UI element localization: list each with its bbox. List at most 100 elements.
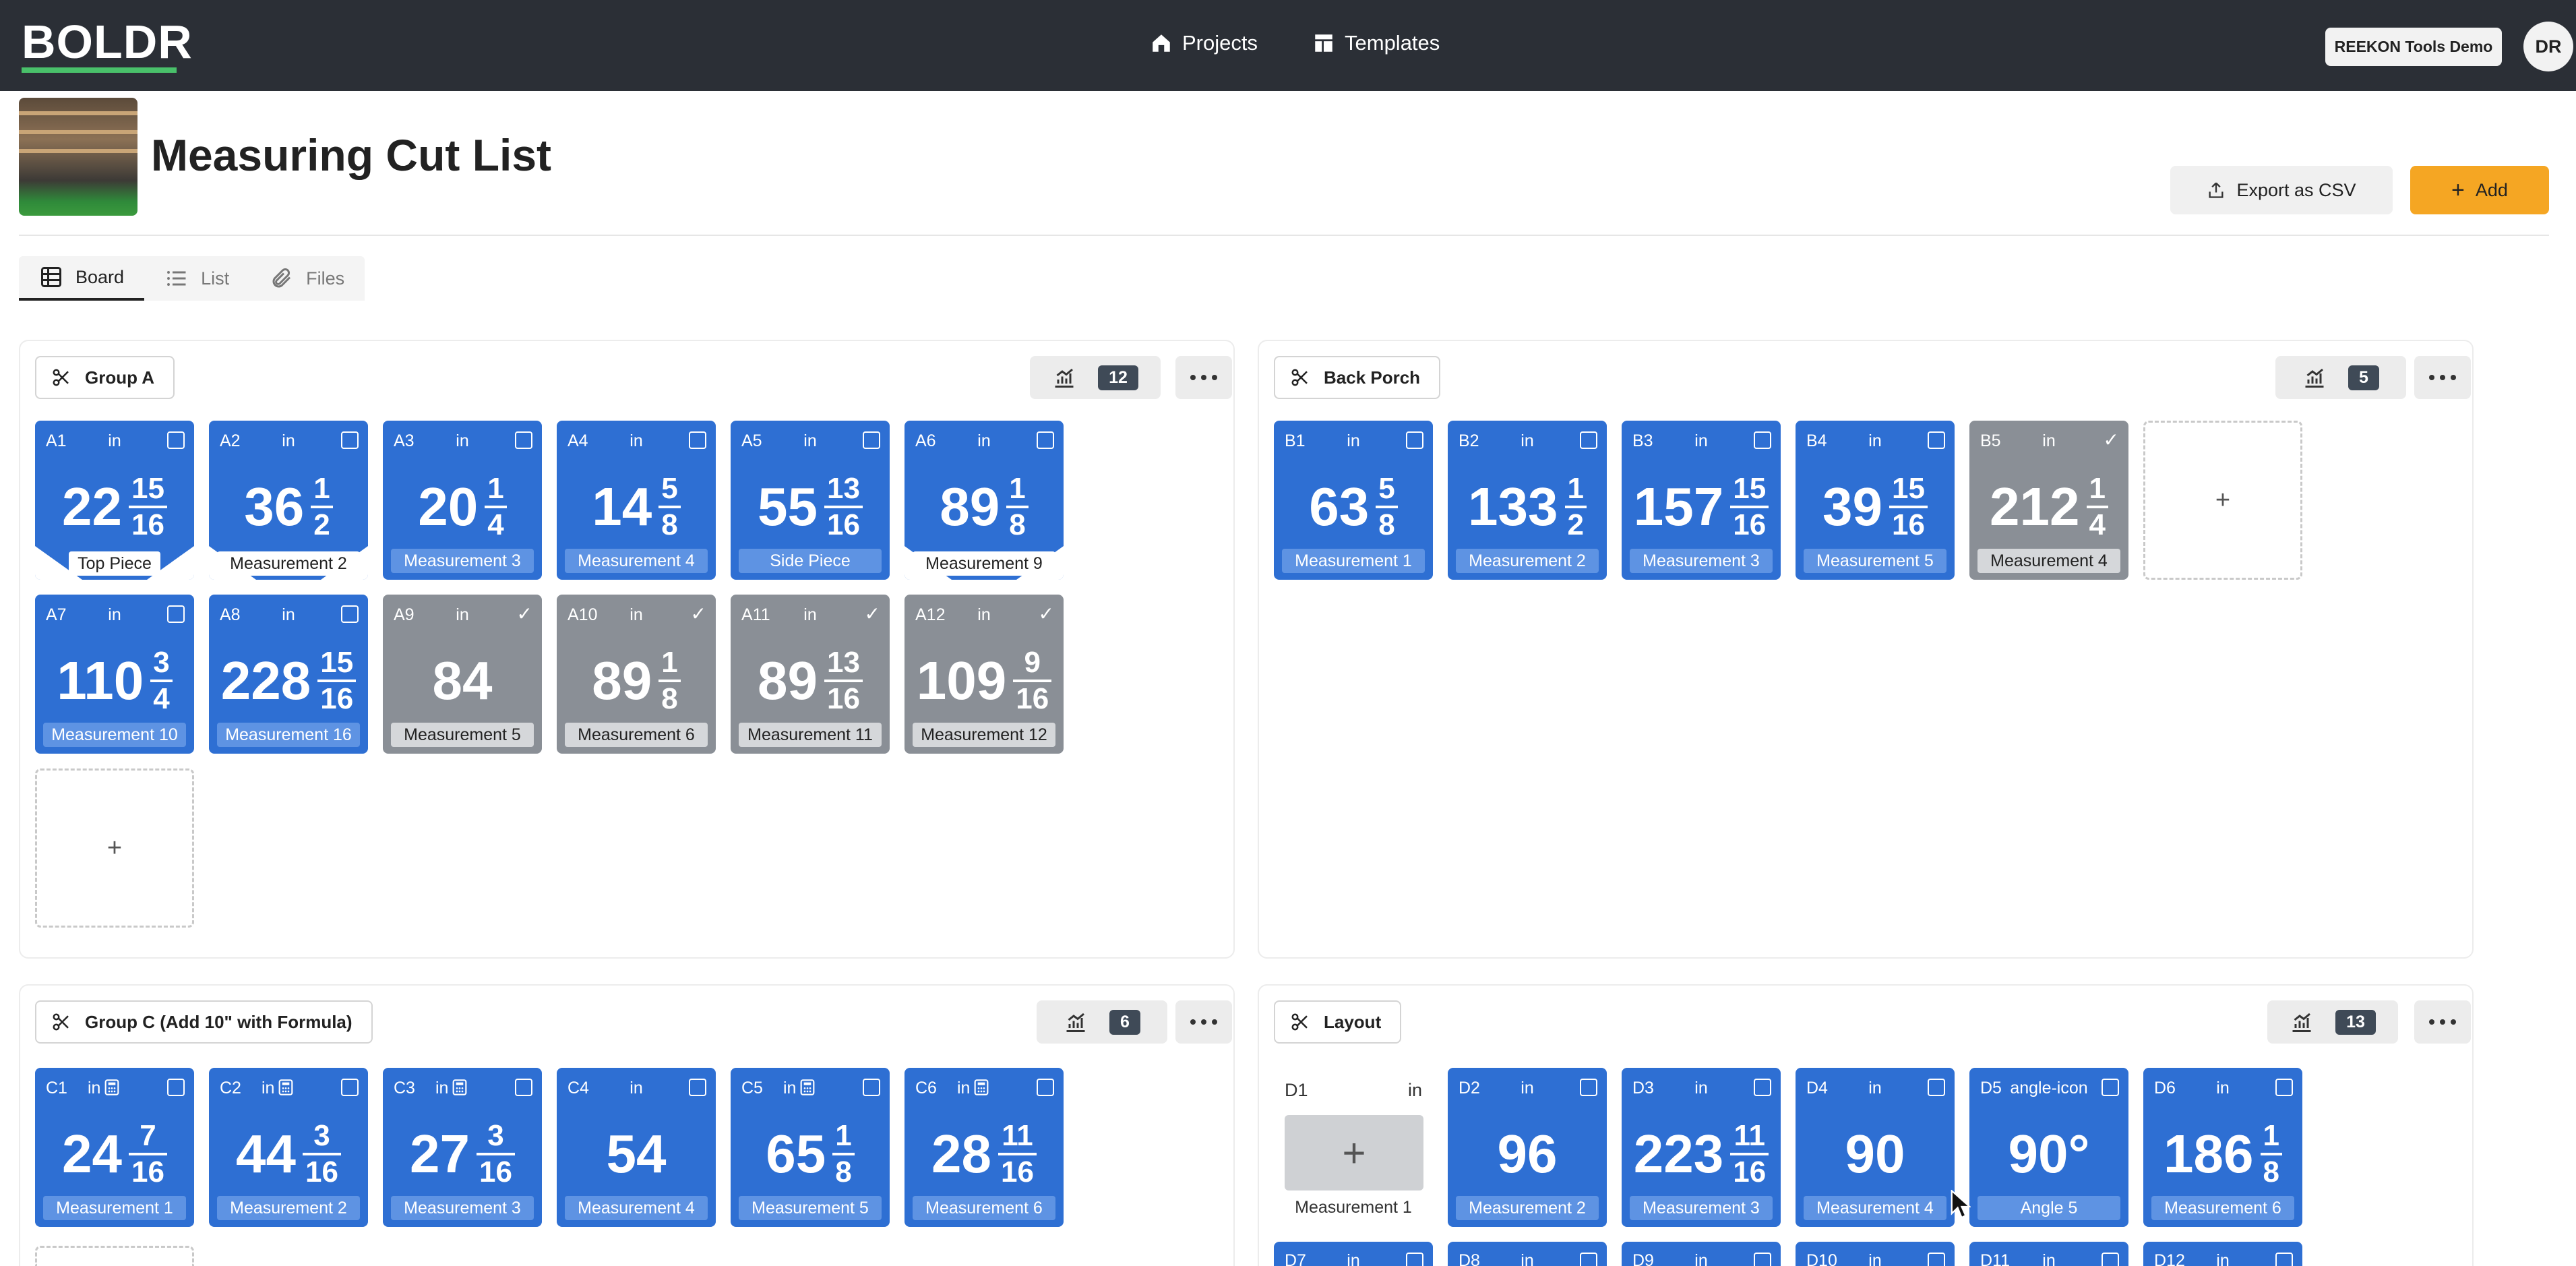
group-stats-button[interactable]: 12 — [1030, 356, 1161, 399]
measurement-card[interactable]: C2 in 44 3 16 Measurement 2 — [209, 1068, 368, 1227]
measurement-card[interactable]: C6 in 28 11 16 Measurement 6 — [904, 1068, 1064, 1227]
tab-list[interactable]: List — [144, 256, 249, 301]
card-checkbox[interactable] — [2102, 1079, 2119, 1096]
measurement-card[interactable]: D11 in — [1969, 1242, 2128, 1266]
measurement-card[interactable]: D6 in 186 1 8 Measurement 6 — [2143, 1068, 2302, 1227]
group-stats-button[interactable]: 13 — [2267, 1000, 2398, 1044]
group-more-button[interactable] — [1175, 356, 1232, 399]
measurement-card[interactable]: A10 in ✓ 89 1 8 Measurement 6 — [557, 595, 716, 754]
group-more-button[interactable] — [2414, 356, 2471, 399]
card-checkbox[interactable] — [1754, 431, 1771, 449]
checkmark-icon[interactable]: ✓ — [2103, 429, 2119, 450]
measurement-card[interactable]: A7 in 110 3 4 Measurement 10 — [35, 595, 194, 754]
measurement-card[interactable]: A6 in 89 1 8 Measurement 9 — [904, 421, 1064, 580]
measurement-card[interactable]: B2 in 133 1 2 Measurement 2 — [1448, 421, 1607, 580]
organization-button[interactable]: REEKON Tools Demo — [2325, 28, 2502, 66]
measurement-card[interactable]: D5 angle-icon 90° Angle 5 — [1969, 1068, 2128, 1227]
card-checkbox[interactable] — [1580, 431, 1597, 449]
card-checkbox[interactable] — [863, 431, 880, 449]
measurement-card[interactable]: D7 in — [1274, 1242, 1433, 1266]
card-checkbox[interactable] — [167, 431, 185, 449]
measurement-card[interactable]: A1 in 22 15 16 Top Piece — [35, 421, 194, 580]
measurement-card[interactable]: D8 in — [1448, 1242, 1607, 1266]
measurement-card[interactable]: B3 in 157 15 16 Measurement 3 — [1622, 421, 1781, 580]
nav-templates-link[interactable]: Templates — [1312, 31, 1440, 55]
measurement-card[interactable]: D12 in — [2143, 1242, 2302, 1266]
measurement-card[interactable]: B1 in 63 5 8 Measurement 1 — [1274, 421, 1433, 580]
checkmark-icon[interactable]: ✓ — [1038, 603, 1054, 624]
fraction-denominator: 16 — [1889, 506, 1928, 540]
card-checkbox[interactable] — [1928, 431, 1945, 449]
group-name-button[interactable]: Group C (Add 10" with Formula) — [35, 1000, 373, 1044]
measurement-card[interactable]: A5 in 55 13 16 Side Piece — [731, 421, 890, 580]
measurement-card[interactable]: D10 in — [1796, 1242, 1955, 1266]
card-checkbox[interactable] — [2275, 1253, 2293, 1266]
measurement-card[interactable]: A9 in ✓ 84 Measurement 5 — [383, 595, 542, 754]
card-checkbox[interactable] — [1928, 1079, 1945, 1096]
empty-measurement-card[interactable]: D1 in + Measurement 1 — [1274, 1068, 1433, 1227]
measurement-card[interactable]: A11 in ✓ 89 13 16 Measurement 11 — [731, 595, 890, 754]
card-unit: in — [1868, 1079, 1882, 1097]
group-name-button[interactable]: Group A — [35, 356, 175, 399]
card-checkbox[interactable] — [689, 1079, 706, 1096]
group-name-button[interactable]: Layout — [1274, 1000, 1402, 1044]
scissors-icon — [1291, 1013, 1308, 1031]
card-checkbox[interactable] — [341, 1079, 359, 1096]
card-checkbox[interactable] — [1037, 431, 1054, 449]
measurement-card[interactable]: D4 in 90 Measurement 4 — [1796, 1068, 1955, 1227]
card-checkbox[interactable] — [1754, 1253, 1771, 1266]
card-checkbox[interactable] — [515, 1079, 532, 1096]
checkmark-icon[interactable]: ✓ — [516, 603, 532, 624]
card-checkbox[interactable] — [341, 431, 359, 449]
add-button[interactable]: + Add — [2410, 166, 2549, 214]
project-thumbnail[interactable] — [19, 98, 137, 216]
card-checkbox[interactable] — [515, 431, 532, 449]
measurement-card[interactable]: C4 in 54 Measurement 4 — [557, 1068, 716, 1227]
card-checkbox[interactable] — [1406, 1253, 1423, 1266]
card-checkbox[interactable] — [689, 431, 706, 449]
add-card-button[interactable]: + — [35, 768, 194, 928]
measurement-card[interactable]: D9 in — [1622, 1242, 1781, 1266]
capture-measurement-button[interactable]: + — [1285, 1115, 1423, 1190]
boldr-logo[interactable]: BOLDR — [22, 18, 193, 73]
card-checkbox[interactable] — [1580, 1079, 1597, 1096]
measurement-card[interactable]: C5 in 65 1 8 Measurement 5 — [731, 1068, 890, 1227]
card-checkbox[interactable] — [2102, 1253, 2119, 1266]
card-checkbox[interactable] — [341, 605, 359, 623]
measurement-card[interactable]: B4 in 39 15 16 Measurement 5 — [1796, 421, 1955, 580]
card-checkbox[interactable] — [1754, 1079, 1771, 1096]
card-checkbox[interactable] — [1580, 1253, 1597, 1266]
card-checkbox[interactable] — [1928, 1253, 1945, 1266]
user-avatar[interactable]: DR — [2523, 22, 2573, 71]
measurement-card[interactable]: B5 in ✓ 212 1 4 Measurement 4 — [1969, 421, 2128, 580]
measurement-card[interactable]: D2 in 96 Measurement 2 — [1448, 1068, 1607, 1227]
tab-files[interactable]: Files — [249, 256, 365, 301]
add-card-button[interactable] — [35, 1246, 194, 1266]
group-stats-button[interactable]: 5 — [2275, 356, 2406, 399]
group-more-button[interactable] — [1175, 1000, 1232, 1044]
measurement-card[interactable]: A2 in 36 1 2 Measurement 2 — [209, 421, 368, 580]
nav-projects-link[interactable]: Projects — [1150, 31, 1258, 55]
measurement-card[interactable]: A3 in 20 1 4 Measurement 3 — [383, 421, 542, 580]
measurement-card[interactable]: C3 in 27 3 16 Measurement 3 — [383, 1068, 542, 1227]
checkmark-icon[interactable]: ✓ — [864, 603, 880, 624]
card-checkbox[interactable] — [1037, 1079, 1054, 1096]
group-stats-button[interactable]: 6 — [1037, 1000, 1167, 1044]
card-checkbox[interactable] — [2275, 1079, 2293, 1096]
card-checkbox[interactable] — [863, 1079, 880, 1096]
card-checkbox[interactable] — [167, 1079, 185, 1096]
card-checkbox[interactable] — [167, 605, 185, 623]
group-name-button[interactable]: Back Porch — [1274, 356, 1441, 399]
card-checkbox[interactable] — [1406, 431, 1423, 449]
add-card-button[interactable]: + — [2143, 421, 2302, 580]
measurement-card[interactable]: A12 in ✓ 109 9 16 Measurement 12 — [904, 595, 1064, 754]
export-csv-button[interactable]: Export as CSV — [2170, 166, 2393, 214]
group-more-button[interactable] — [2414, 1000, 2471, 1044]
measurement-card[interactable]: A8 in 228 15 16 Measurement 16 — [209, 595, 368, 754]
tab-board[interactable]: Board — [19, 256, 145, 301]
measurement-card[interactable]: C1 in 24 7 16 Measurement 1 — [35, 1068, 194, 1227]
card-unit: in — [630, 605, 643, 624]
measurement-card[interactable]: A4 in 14 5 8 Measurement 4 — [557, 421, 716, 580]
measurement-card[interactable]: D3 in 223 11 16 Measurement 3 — [1622, 1068, 1781, 1227]
checkmark-icon[interactable]: ✓ — [690, 603, 706, 624]
